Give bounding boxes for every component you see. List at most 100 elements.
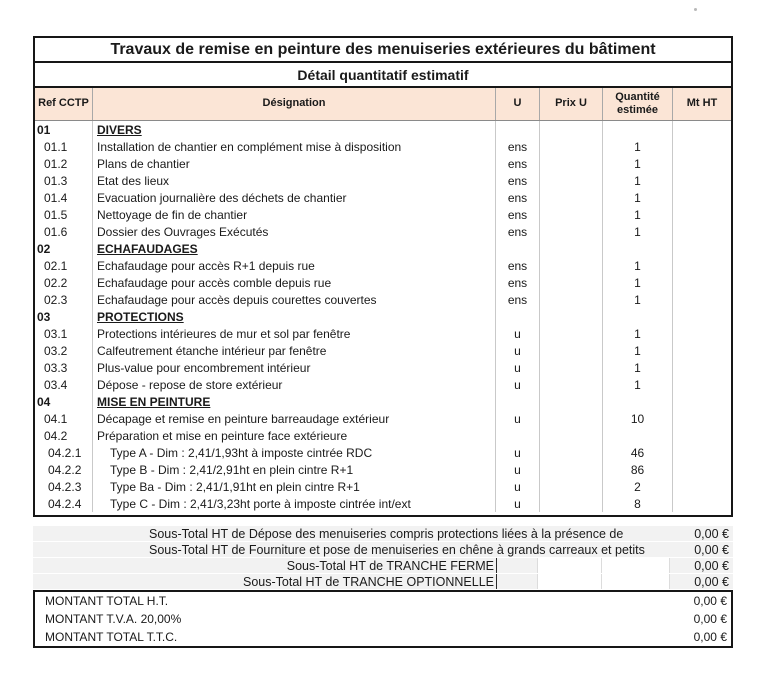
unit-price-cell xyxy=(539,240,602,257)
ref-cell: 02.3 xyxy=(44,292,68,307)
column-header-amount: Mt HT xyxy=(672,88,731,120)
amount-cell xyxy=(672,427,731,444)
amount-cell xyxy=(672,291,731,308)
quantity-cell: 1 xyxy=(602,376,672,393)
quantity-cell: 1 xyxy=(602,223,672,240)
table-row: 04.2.3 Type Ba - Dim : 2,41/1,91ht en ple… xyxy=(35,478,731,495)
ref-cell: 02 xyxy=(37,241,51,256)
table-row: 04.2.2 Type B - Dim : 2,41/2,91ht en plei… xyxy=(35,461,731,478)
ref-cell: 03 xyxy=(37,309,51,324)
subtotal-label: Sous-Total HT de Dépose des menuiseries … xyxy=(149,526,624,541)
unit-cell: ens xyxy=(495,206,539,223)
table-row: 02.2 Echafaudage pour accès comble depuis… xyxy=(35,274,731,291)
amount-cell xyxy=(672,410,731,427)
ref-cell: 03.1 xyxy=(44,326,68,341)
grand-total-amount: 0,00 € xyxy=(693,594,727,608)
ref-cell: 04.2 xyxy=(44,428,68,443)
designation-cell: Dépose - repose de store extérieur xyxy=(92,376,495,393)
ref-cell: 04.2.4 xyxy=(48,496,82,511)
ref-cell: 01.2 xyxy=(44,156,68,171)
unit-cell: ens xyxy=(495,138,539,155)
unit-cell: ens xyxy=(495,189,539,206)
section-row: 01 DIVERS xyxy=(35,121,731,138)
quantity-cell: 8 xyxy=(602,495,672,512)
designation-cell: Protections intérieures de mur et sol pa… xyxy=(92,325,495,342)
unit-price-cell xyxy=(539,376,602,393)
quantity-cell: 1 xyxy=(602,172,672,189)
amount-cell xyxy=(672,393,731,410)
column-header-designation: Désignation xyxy=(92,88,495,120)
ref-cell: 02.1 xyxy=(44,258,68,273)
unit-price-cell xyxy=(539,325,602,342)
quantity-cell: 1 xyxy=(602,291,672,308)
grand-total-label: MONTANT TOTAL T.T.C. xyxy=(45,630,178,644)
ref-cell: 02.2 xyxy=(44,275,68,290)
amount-cell xyxy=(672,189,731,206)
subtotal-label: Sous-Total HT de Fourniture et pose de m… xyxy=(149,542,645,557)
amount-cell xyxy=(672,359,731,376)
unit-cell: u xyxy=(495,410,539,427)
designation-cell: Echafaudage pour accès comble depuis rue xyxy=(92,274,495,291)
subtotal-amount: 0,00 € xyxy=(694,558,729,573)
amount-cell xyxy=(672,495,731,512)
table-row: 04.2.1 Type A - Dim : 2,41/1,93ht à impos… xyxy=(35,444,731,461)
unit-cell: u xyxy=(495,444,539,461)
designation-cell: Evacuation journalière des déchets de ch… xyxy=(92,189,495,206)
ref-cell: 01.1 xyxy=(44,139,68,154)
quantity-cell: 2 xyxy=(602,478,672,495)
designation-cell: Echafaudage pour accès R+1 depuis rue xyxy=(92,257,495,274)
ref-cell: 01.3 xyxy=(44,173,68,188)
table-row: 04.1 Décapage et remise en peinture barre… xyxy=(35,410,731,427)
amount-cell xyxy=(672,478,731,495)
quantity-cell xyxy=(602,240,672,257)
quantity-cell: 86 xyxy=(602,461,672,478)
table-row: 01.1 Installation de chantier en compléme… xyxy=(35,138,731,155)
section-row: 04 MISE EN PEINTURE xyxy=(35,393,731,410)
designation-cell: Installation de chantier en complément m… xyxy=(92,138,495,155)
main-table: Travaux de remise en peinture des menuis… xyxy=(33,36,733,517)
subtotal-row: Sous-Total HT de Fourniture et pose de m… xyxy=(33,542,733,557)
quantity-cell: 1 xyxy=(602,189,672,206)
designation-cell: PROTECTIONS xyxy=(92,308,495,325)
quantity-cell: 1 xyxy=(602,359,672,376)
amount-cell xyxy=(672,223,731,240)
designation-cell: ECHAFAUDAGES xyxy=(92,240,495,257)
unit-cell: ens xyxy=(495,291,539,308)
unit-cell: u xyxy=(495,325,539,342)
unit-cell: ens xyxy=(495,172,539,189)
designation-cell: Plus-value pour encombrement intérieur xyxy=(92,359,495,376)
table-row: 01.6 Dossier des Ouvrages Exécutés ens 1 xyxy=(35,223,731,240)
designation-cell: DIVERS xyxy=(92,121,495,138)
unit-price-cell xyxy=(539,172,602,189)
unit-price-cell xyxy=(539,410,602,427)
unit-cell: u xyxy=(495,376,539,393)
designation-cell: Décapage et remise en peinture barreauda… xyxy=(92,410,495,427)
quantity-cell xyxy=(602,308,672,325)
amount-cell xyxy=(672,121,731,138)
unit-price-cell xyxy=(539,121,602,138)
estimate-sheet: Travaux de remise en peinture des menuis… xyxy=(33,36,733,648)
document-subtitle: Détail quantitatif estimatif xyxy=(35,63,731,88)
ref-cell: 04.2.3 xyxy=(48,479,82,494)
unit-cell: u xyxy=(495,342,539,359)
grand-total-label: MONTANT TOTAL H.T. xyxy=(45,594,169,608)
designation-cell: Calfeutrement étanche intérieur par fenê… xyxy=(92,342,495,359)
amount-cell xyxy=(672,240,731,257)
table-row: 04.2.4 Type C - Dim : 2,41/3,23ht porte à… xyxy=(35,495,731,512)
quantity-cell: 46 xyxy=(602,444,672,461)
column-header-ref-cctp: Ref CCTP xyxy=(38,97,89,110)
quantity-cell xyxy=(602,427,672,444)
designation-cell: Dossier des Ouvrages Exécutés xyxy=(92,223,495,240)
column-header-unit-price: Prix U xyxy=(539,88,602,120)
amount-cell xyxy=(672,257,731,274)
quantity-cell: 1 xyxy=(602,342,672,359)
designation-cell: Type B - Dim : 2,41/2,91ht en plein cint… xyxy=(92,461,495,478)
subtotals-section: Sous-Total HT de Dépose des menuiseries … xyxy=(33,526,733,589)
amount-cell xyxy=(672,444,731,461)
ref-cell: 04.2.1 xyxy=(48,445,82,460)
quantity-cell: 1 xyxy=(602,274,672,291)
column-header-quantity: Quantité estimée xyxy=(602,88,672,120)
grand-total-amount: 0,00 € xyxy=(693,612,727,626)
grand-total-row: MONTANT TOTAL H.T. 0,00 € xyxy=(35,592,731,610)
designation-cell: Type Ba - Dim : 2,41/1,91ht en plein cin… xyxy=(92,478,495,495)
